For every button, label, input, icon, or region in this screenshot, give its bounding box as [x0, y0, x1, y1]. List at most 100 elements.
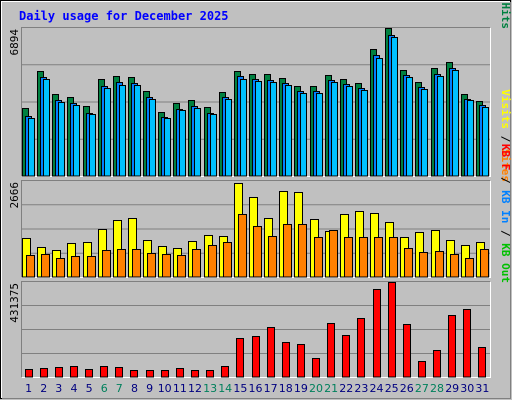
x-tick-label: 16: [249, 382, 263, 395]
plot-border-shadow: [21, 281, 490, 377]
x-axis-ticks: 1 2 3 4 5 6 7 8 9 10 11 12 13 14 15 16 17 18 19 20 21 22 23 24 2…: [25, 382, 489, 395]
x-tick-label: 26: [400, 382, 414, 395]
x-tick-label: 22: [339, 382, 353, 395]
x-tick-label: 23: [354, 382, 368, 395]
bar-pages: [43, 79, 50, 177]
x-tick-label: 1: [25, 382, 32, 395]
legend-entry: KB Out: [499, 243, 512, 283]
bar-pages: [28, 118, 35, 177]
legend-entry: /: [499, 129, 512, 149]
bar-kb-f: [433, 350, 441, 378]
bar-sites: [329, 230, 338, 278]
chart-panels: 6894 Pages / Files / Hits 2666 Visits / Sit…: [8, 0, 512, 378]
plot-border-shadow: [21, 180, 490, 277]
bar-pages: [421, 89, 428, 177]
x-tick-label: 11: [173, 382, 187, 395]
series-kb-f: [25, 282, 486, 378]
bar-sites: [253, 226, 262, 278]
bar-kb-f: [418, 361, 426, 378]
bar-pages: [376, 58, 383, 177]
bar-pages: [89, 114, 96, 177]
bar-kb-f: [463, 309, 471, 378]
bar-kb-f: [206, 370, 214, 378]
panel-legend: KB F / KB In / KB Out: [499, 144, 512, 283]
bar-pages: [285, 85, 292, 177]
x-tick-label: 7: [116, 382, 123, 395]
bar-sites: [435, 251, 444, 278]
bar-pages: [300, 93, 307, 177]
x-tick-label: 31: [475, 382, 489, 395]
bar-sites: [238, 214, 247, 278]
y-axis-max-label: 431375: [8, 283, 21, 323]
bar-kb-f: [176, 368, 184, 378]
series-pages: [28, 37, 489, 177]
bar-sites: [223, 242, 232, 278]
bar-kb-f: [357, 318, 365, 378]
x-tick-label: 17: [264, 382, 278, 395]
bar-pages: [134, 85, 141, 177]
x-tick-label: 12: [188, 382, 202, 395]
x-tick-label: 28: [430, 382, 444, 395]
bar-pages: [270, 82, 277, 177]
bar-sites: [419, 252, 428, 278]
legend-entry: Sites: [499, 149, 512, 182]
bar-kb-f: [146, 370, 154, 378]
bar-sites: [283, 224, 292, 278]
bar-pages: [467, 100, 474, 177]
x-tick-label: 25: [385, 382, 399, 395]
bar-kb-f: [312, 358, 320, 378]
x-tick-label: 13: [203, 382, 217, 395]
bar-sites: [87, 256, 96, 278]
bar-sites: [465, 258, 474, 278]
bar-sites: [389, 237, 398, 278]
bar-kb-f: [252, 336, 260, 378]
bar-sites: [404, 248, 413, 278]
bar-sites: [132, 249, 141, 278]
bar-pages: [346, 86, 353, 177]
bar-kb-f: [25, 369, 33, 378]
x-tick-label: 6: [101, 382, 108, 395]
bar-kb-f: [373, 289, 381, 378]
bar-pages: [316, 93, 323, 177]
bar-pages: [149, 99, 156, 177]
x-tick-label: 20: [309, 382, 323, 395]
bar-pages: [361, 90, 368, 177]
bar-pages: [437, 76, 444, 177]
bar-pages: [225, 99, 232, 177]
x-tick-label: 3: [55, 382, 62, 395]
legend-entry: /: [499, 0, 512, 3]
legend-entry: /: [499, 170, 512, 190]
legend-entry: Visits: [499, 89, 512, 129]
bar-kb-f: [267, 327, 275, 378]
bar-pages: [210, 114, 217, 177]
bar-sites: [298, 224, 307, 278]
bar-kb-f: [115, 367, 123, 378]
bar-kb-f: [282, 342, 290, 378]
x-tick-label: 4: [71, 382, 78, 395]
bar-sites: [71, 256, 80, 278]
panel-3: 431375 KB F / KB In / KB Out: [8, 144, 512, 378]
x-tick-label: 27: [415, 382, 429, 395]
bar-kb-f: [70, 366, 78, 378]
panel-legend: Pages / Files / Hits: [499, 0, 512, 29]
bar-sites: [177, 255, 186, 278]
x-tick-label: 30: [460, 382, 474, 395]
bar-sites: [208, 245, 217, 278]
bar-pages: [255, 81, 262, 177]
bar-sites: [480, 249, 489, 278]
bar-pages: [58, 102, 65, 177]
bar-sites: [147, 253, 156, 278]
bar-kb-f: [191, 370, 199, 378]
x-tick-label: 10: [158, 382, 172, 395]
bar-pages: [331, 82, 338, 177]
bar-sites: [102, 250, 111, 278]
bar-kb-f: [100, 366, 108, 378]
bar-kb-f: [40, 368, 48, 378]
bar-pages: [179, 110, 186, 177]
bar-kb-f: [130, 370, 138, 378]
bar-sites: [162, 254, 171, 278]
bar-pages: [119, 85, 126, 177]
bar-kb-f: [236, 338, 244, 378]
